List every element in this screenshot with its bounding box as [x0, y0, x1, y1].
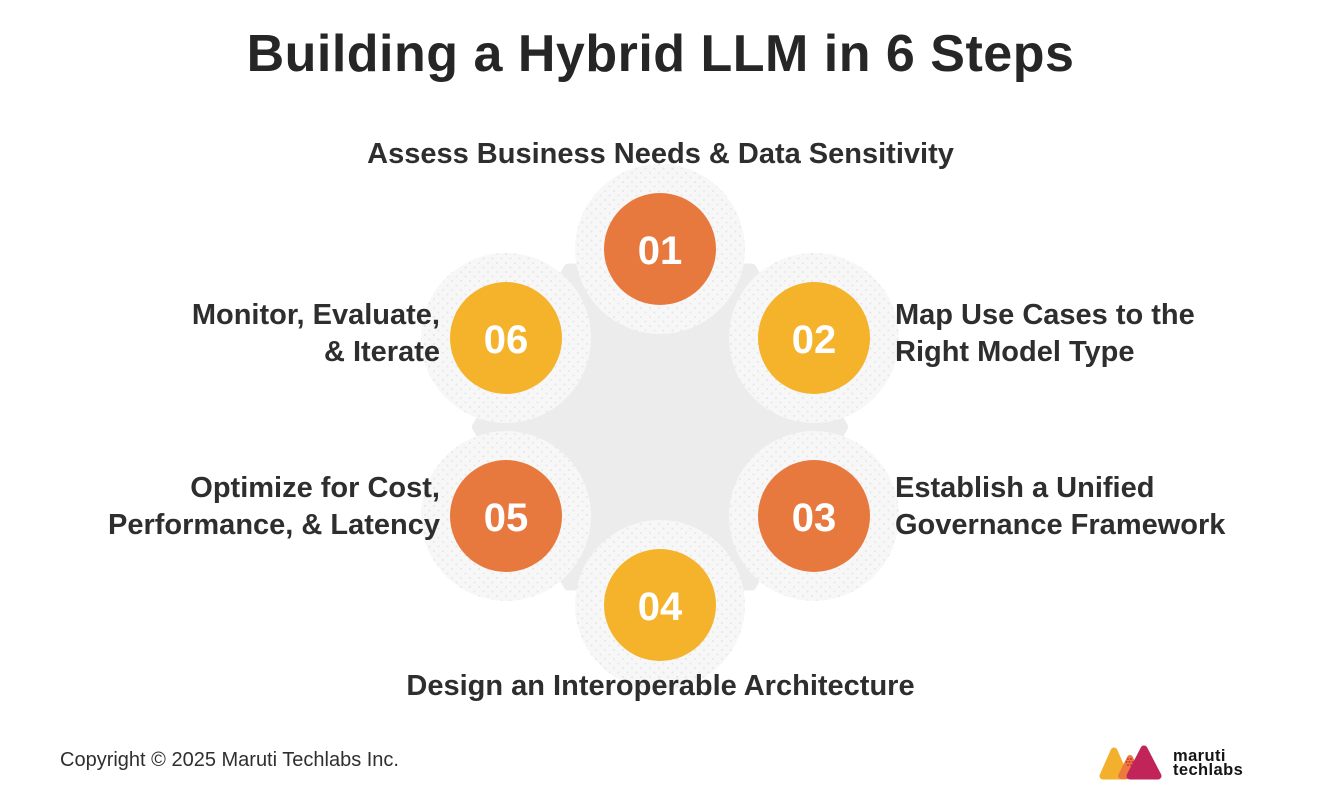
logo-text-line2: techlabs	[1173, 761, 1244, 779]
maruti-techlabs-logo: maruti techlabs	[1099, 742, 1243, 784]
step-6-label: Monitor, Evaluate, & Iterate	[191, 299, 440, 368]
step-5-label: Optimize for Cost, Performance, & Latenc…	[107, 472, 440, 541]
step-1-circle	[604, 193, 716, 305]
step-6-number: 06	[484, 318, 529, 362]
step-3-label: Establish a Unified Governance Framework	[895, 472, 1226, 541]
step-1-label: Assess Business Needs & Data Sensitivity	[367, 138, 954, 170]
step-3-circle	[758, 460, 870, 572]
step-4-label: Design an Interoperable Architecture	[406, 670, 915, 702]
step-4-number: 04	[638, 585, 683, 629]
copyright-text: Copyright © 2025 Maruti Techlabs Inc.	[60, 749, 399, 771]
step-2-number: 02	[792, 318, 837, 362]
step-1-number: 01	[638, 229, 683, 273]
logo-text-line1: maruti	[1173, 746, 1226, 765]
logo-triangles-icon	[1099, 745, 1162, 780]
logo-wordmark: maruti techlabs	[1173, 746, 1244, 779]
step-2-circle	[758, 282, 870, 394]
step-4-circle	[604, 549, 716, 661]
step-6-circle	[450, 282, 562, 394]
step-5-number: 05	[484, 496, 529, 540]
step-3-number: 03	[792, 496, 837, 540]
step-2-label: Map Use Cases to the Right Model Type	[895, 299, 1195, 368]
infographic-title: Building a Hybrid LLM in 6 Steps	[246, 25, 1075, 83]
step-5-circle	[450, 460, 562, 572]
